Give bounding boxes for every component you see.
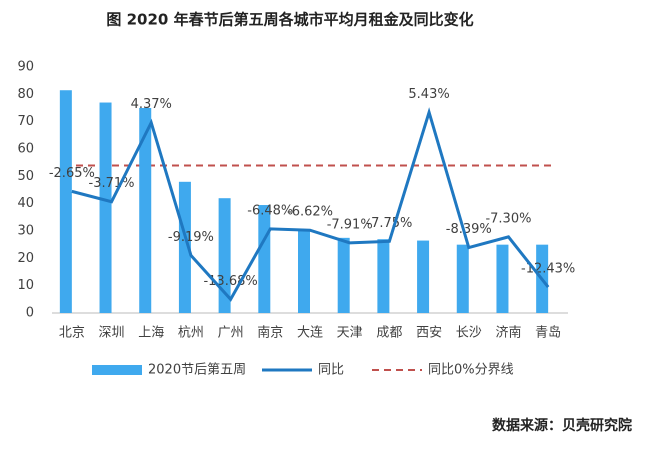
data-label: -9.19% [168, 230, 214, 245]
y-tick-label: 70 [17, 114, 34, 129]
x-tick-label: 青岛 [535, 325, 561, 341]
data-label: -3.71% [89, 176, 135, 191]
y-tick-label: 90 [17, 60, 34, 75]
data-label: -2.65% [49, 166, 95, 181]
y-tick-label: 10 [17, 278, 34, 293]
bar [178, 181, 191, 313]
source: 数据来源：贝壳研究院 [492, 417, 632, 434]
data-label: -6.62% [287, 205, 333, 220]
bar [139, 108, 152, 313]
x-tick-label: 北京 [59, 326, 85, 341]
y-tick-label: 50 [17, 169, 34, 184]
x-tick-label: 广州 [218, 326, 244, 341]
line [71, 107, 550, 302]
data-label: -12.43% [521, 262, 575, 277]
x-tick-label: 上海 [138, 326, 164, 341]
y-tick-label: 20 [17, 251, 34, 266]
legend-label: 同比0%分界线 [428, 363, 514, 378]
y-tick-label: 0 [26, 306, 34, 321]
x-tick-label: 深圳 [99, 326, 125, 341]
data-label: -7.91% [327, 217, 373, 232]
data-label: 5.43% [408, 87, 449, 102]
x-tick-label: 天津 [337, 326, 363, 341]
y-tick-label: 60 [17, 142, 34, 157]
x-tick-label: 大连 [297, 325, 323, 341]
bar [496, 244, 509, 313]
bar [59, 90, 72, 313]
x-tick-label: 长沙 [456, 326, 482, 341]
bar [99, 102, 112, 314]
data-label: -6.48% [247, 203, 293, 218]
bar [417, 240, 430, 313]
bar [218, 198, 231, 313]
x-tick-label: 成都 [376, 326, 402, 341]
x-tick-label: 西安 [416, 326, 442, 341]
y-tick-label: 80 [17, 87, 34, 102]
chart-title: 图 2020 年春节后第五周各城市平均月租金及同比变化 [106, 11, 473, 29]
x-tick-label: 杭州 [178, 326, 204, 341]
legend-label: 同比 [318, 363, 344, 378]
data-label: -7.30% [485, 211, 531, 226]
y-tick-label: 30 [17, 224, 34, 239]
bar [377, 239, 390, 313]
legend-label: 2020节后第五周 [148, 363, 246, 378]
legend-swatch [92, 365, 142, 375]
data-label: -7.75% [366, 216, 412, 231]
bar [456, 244, 469, 313]
x-tick-label: 南京 [257, 325, 283, 341]
x-tick-label: 济南 [495, 325, 521, 341]
data-label: 4.37% [131, 97, 172, 112]
bar [258, 205, 271, 313]
data-label: -8.39% [446, 222, 492, 237]
bar [337, 237, 350, 313]
bar [298, 229, 310, 313]
y-tick-label: 40 [17, 196, 34, 211]
